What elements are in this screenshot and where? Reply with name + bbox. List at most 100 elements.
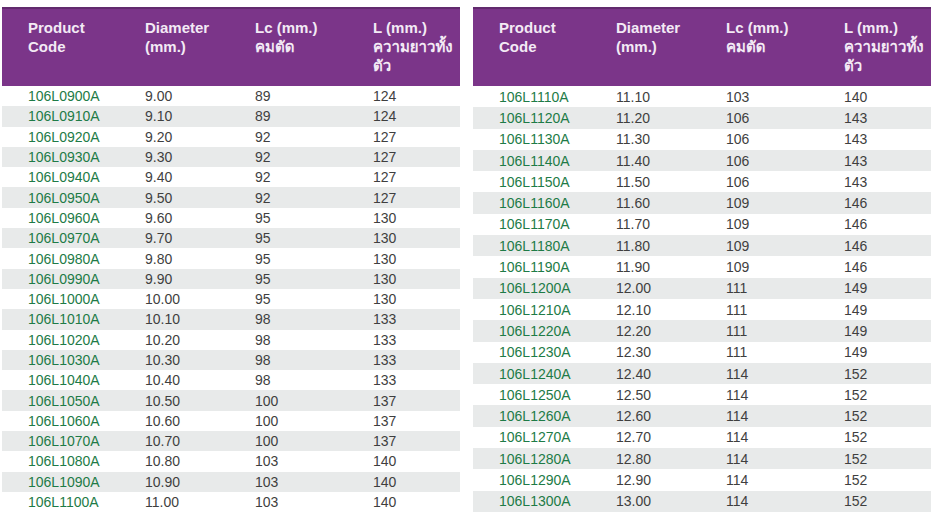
table-row: 106L1220A12.20111149 <box>473 320 931 341</box>
length-cell: 149 <box>818 299 931 320</box>
diameter-cell: 11.40 <box>590 150 700 171</box>
col-header-diameter: Diameter (mm.) <box>590 8 700 86</box>
diameter-cell: 10.10 <box>119 309 229 329</box>
diameter-cell: 10.50 <box>119 390 229 410</box>
table-row: 106L1170A11.70109146 <box>473 214 931 235</box>
diameter-cell: 12.50 <box>590 384 700 405</box>
product-code-cell: 106L0990A <box>2 269 119 289</box>
table-row: 106L0920A9.2092127 <box>2 127 460 147</box>
diameter-cell: 11.10 <box>590 86 700 107</box>
diameter-cell: 11.50 <box>590 171 700 192</box>
table-row: 106L1260A12.60114152 <box>473 405 931 426</box>
product-code-cell: 106L0920A <box>2 127 119 147</box>
product-code-cell: 106L0900A <box>2 86 119 106</box>
diameter-cell: 9.90 <box>119 269 229 289</box>
col-header-diameter: Diameter (mm.) <box>119 8 229 86</box>
product-code-cell: 106L1120A <box>473 107 590 128</box>
table-header: Product Code Diameter (mm.) Lc (mm.) คมต… <box>2 8 460 86</box>
product-code-cell: 106L1240A <box>473 363 590 384</box>
product-code-cell: 106L1060A <box>2 411 119 431</box>
diameter-cell: 10.60 <box>119 411 229 431</box>
diameter-cell: 9.70 <box>119 228 229 248</box>
product-code-cell: 106L1030A <box>2 350 119 370</box>
table-row: 106L0910A9.1089124 <box>2 106 460 126</box>
diameter-cell: 11.00 <box>119 492 229 512</box>
col-header-thai-label: ความยาวทั้งตัว <box>844 37 925 75</box>
diameter-cell: 10.40 <box>119 370 229 390</box>
length-cell: 133 <box>347 309 460 329</box>
product-code-cell: 106L1300A <box>473 491 590 513</box>
lc-cell: 114 <box>700 427 818 448</box>
length-cell: 133 <box>347 330 460 350</box>
length-cell: 149 <box>818 342 931 363</box>
col-header-thai-label: คมตัด <box>255 37 341 56</box>
diameter-cell: 12.70 <box>590 427 700 448</box>
length-cell: 143 <box>818 171 931 192</box>
col-header-label: L (mm.) <box>373 18 454 37</box>
col-header-length: L (mm.) ความยาวทั้งตัว <box>818 8 931 86</box>
table-row: 106L1130A11.30106143 <box>473 129 931 150</box>
product-code-cell: 106L0960A <box>2 208 119 228</box>
lc-cell: 103 <box>700 86 818 107</box>
lc-cell: 103 <box>229 492 347 512</box>
lc-cell: 95 <box>229 289 347 309</box>
table-body: 106L1110A11.10103140106L1120A11.20106143… <box>473 86 931 512</box>
length-cell: 152 <box>818 405 931 426</box>
length-cell: 143 <box>818 129 931 150</box>
diameter-cell: 12.00 <box>590 278 700 299</box>
length-cell: 130 <box>347 248 460 268</box>
table-row: 106L1240A12.40114152 <box>473 363 931 384</box>
product-code-cell: 106L0910A <box>2 106 119 126</box>
length-cell: 127 <box>347 147 460 167</box>
table-row: 106L1160A11.60109146 <box>473 192 931 213</box>
length-cell: 137 <box>347 431 460 451</box>
lc-cell: 106 <box>700 171 818 192</box>
lc-cell: 111 <box>700 342 818 363</box>
spec-tables-container: Product Code Diameter (mm.) Lc (mm.) คมต… <box>0 0 935 512</box>
diameter-cell: 10.80 <box>119 451 229 471</box>
product-code-cell: 106L1160A <box>473 192 590 213</box>
product-code-cell: 106L1190A <box>473 256 590 277</box>
table-row: 106L0990A9.9095130 <box>2 269 460 289</box>
table-row: 106L1230A12.30111149 <box>473 342 931 363</box>
product-code-cell: 106L1070A <box>2 431 119 451</box>
table-header: Product Code Diameter (mm.) Lc (mm.) คมต… <box>473 8 931 86</box>
product-code-cell: 106L0980A <box>2 248 119 268</box>
length-cell: 146 <box>818 214 931 235</box>
lc-cell: 109 <box>700 235 818 256</box>
lc-cell: 111 <box>700 299 818 320</box>
table-row: 106L1280A12.80114152 <box>473 448 931 469</box>
length-cell: 152 <box>818 427 931 448</box>
lc-cell: 109 <box>700 256 818 277</box>
table-row: 106L1180A11.80109146 <box>473 235 931 256</box>
length-cell: 152 <box>818 469 931 490</box>
product-code-cell: 106L0940A <box>2 167 119 187</box>
lc-cell: 109 <box>700 192 818 213</box>
length-cell: 146 <box>818 192 931 213</box>
diameter-cell: 9.50 <box>119 187 229 207</box>
col-header-length: L (mm.) ความยาวทั้งตัว <box>347 8 460 86</box>
table-row: 106L0980A9.8095130 <box>2 248 460 268</box>
table-row: 106L1190A11.90109146 <box>473 256 931 277</box>
table-row: 106L1120A11.20106143 <box>473 107 931 128</box>
length-cell: 124 <box>347 86 460 106</box>
diameter-cell: 11.80 <box>590 235 700 256</box>
table-row: 106L1270A12.70114152 <box>473 427 931 448</box>
lc-cell: 114 <box>700 363 818 384</box>
diameter-cell: 12.30 <box>590 342 700 363</box>
product-code-cell: 106L1100A <box>2 492 119 512</box>
lc-cell: 106 <box>700 129 818 150</box>
diameter-cell: 11.30 <box>590 129 700 150</box>
col-header-lc: Lc (mm.) คมตัด <box>700 8 818 86</box>
product-code-cell: 106L1270A <box>473 427 590 448</box>
table-body: 106L0900A9.0089124106L0910A9.1089124106L… <box>2 86 460 512</box>
product-code-cell: 106L1130A <box>473 129 590 150</box>
length-cell: 146 <box>818 256 931 277</box>
diameter-cell: 9.40 <box>119 167 229 187</box>
lc-cell: 89 <box>229 106 347 126</box>
length-cell: 133 <box>347 370 460 390</box>
lc-cell: 111 <box>700 320 818 341</box>
product-code-cell: 106L1290A <box>473 469 590 490</box>
product-code-cell: 106L1090A <box>2 472 119 492</box>
diameter-cell: 11.90 <box>590 256 700 277</box>
